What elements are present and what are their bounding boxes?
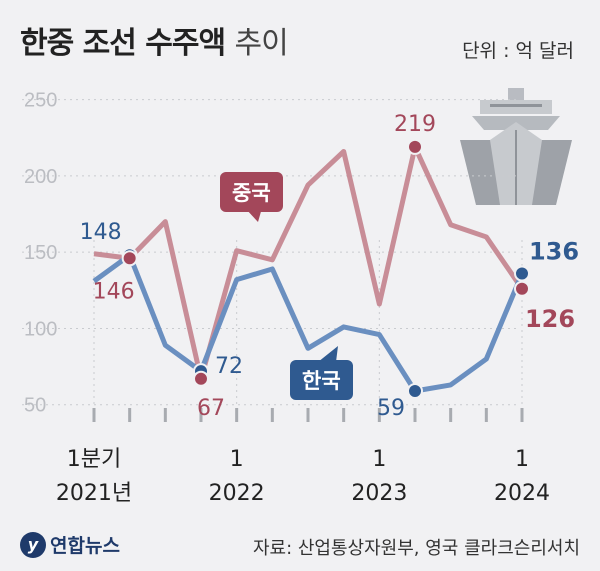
korea-callout: 한국 — [290, 360, 353, 400]
y-tick-label: 150 — [24, 242, 57, 264]
series-line-korea — [92, 252, 525, 394]
yonhap-logo: y 연합뉴스 — [20, 531, 120, 558]
china-callout: 중국 — [220, 172, 283, 212]
x-tick-label: 2023 — [351, 481, 407, 506]
data-label: 136 — [529, 238, 579, 266]
series-line-china — [93, 144, 525, 382]
data-label: 59 — [377, 396, 405, 421]
data-point-marker — [193, 370, 209, 387]
korea-callout-pointer — [318, 346, 338, 362]
x-tick-label: 2021년 — [56, 481, 132, 506]
data-point-marker — [121, 250, 138, 267]
data-label: 146 — [93, 279, 135, 304]
title-light: 추이 — [234, 26, 289, 61]
x-tick-label: 1 — [230, 447, 244, 472]
data-label: 126 — [525, 305, 575, 333]
x-tick-label: 1분기 — [67, 447, 121, 472]
unit-label: 단위 : 억 달러 — [462, 40, 574, 62]
ship-icon — [460, 88, 572, 205]
x-tick-label: 1 — [372, 447, 386, 472]
data-label: 219 — [394, 112, 436, 137]
y-tick-label: 200 — [24, 166, 57, 188]
x-tick-label: 2022 — [209, 481, 265, 506]
data-label: 72 — [215, 354, 243, 379]
data-point-marker — [407, 383, 423, 400]
data-point-marker — [514, 280, 530, 297]
source-note: 자료: 산업통상자원부, 영국 클라크슨리서치 — [252, 538, 580, 559]
logo-mark-icon: y — [20, 531, 46, 558]
y-tick-label: 100 — [24, 318, 57, 340]
title-bold: 한중 조선 수주액 — [20, 26, 226, 61]
x-tick-label: 1 — [515, 447, 529, 472]
logo-text: 연합뉴스 — [50, 535, 120, 557]
data-point-marker — [514, 265, 530, 282]
data-label: 67 — [197, 396, 225, 421]
y-tick-label: 250 — [24, 90, 57, 112]
data-label: 148 — [80, 220, 122, 245]
chart-title: 한중 조선 수주액 추이 — [20, 18, 289, 62]
y-tick-label: 50 — [24, 395, 46, 417]
x-tick-label: 2024 — [494, 481, 550, 506]
data-point-marker — [407, 138, 423, 155]
